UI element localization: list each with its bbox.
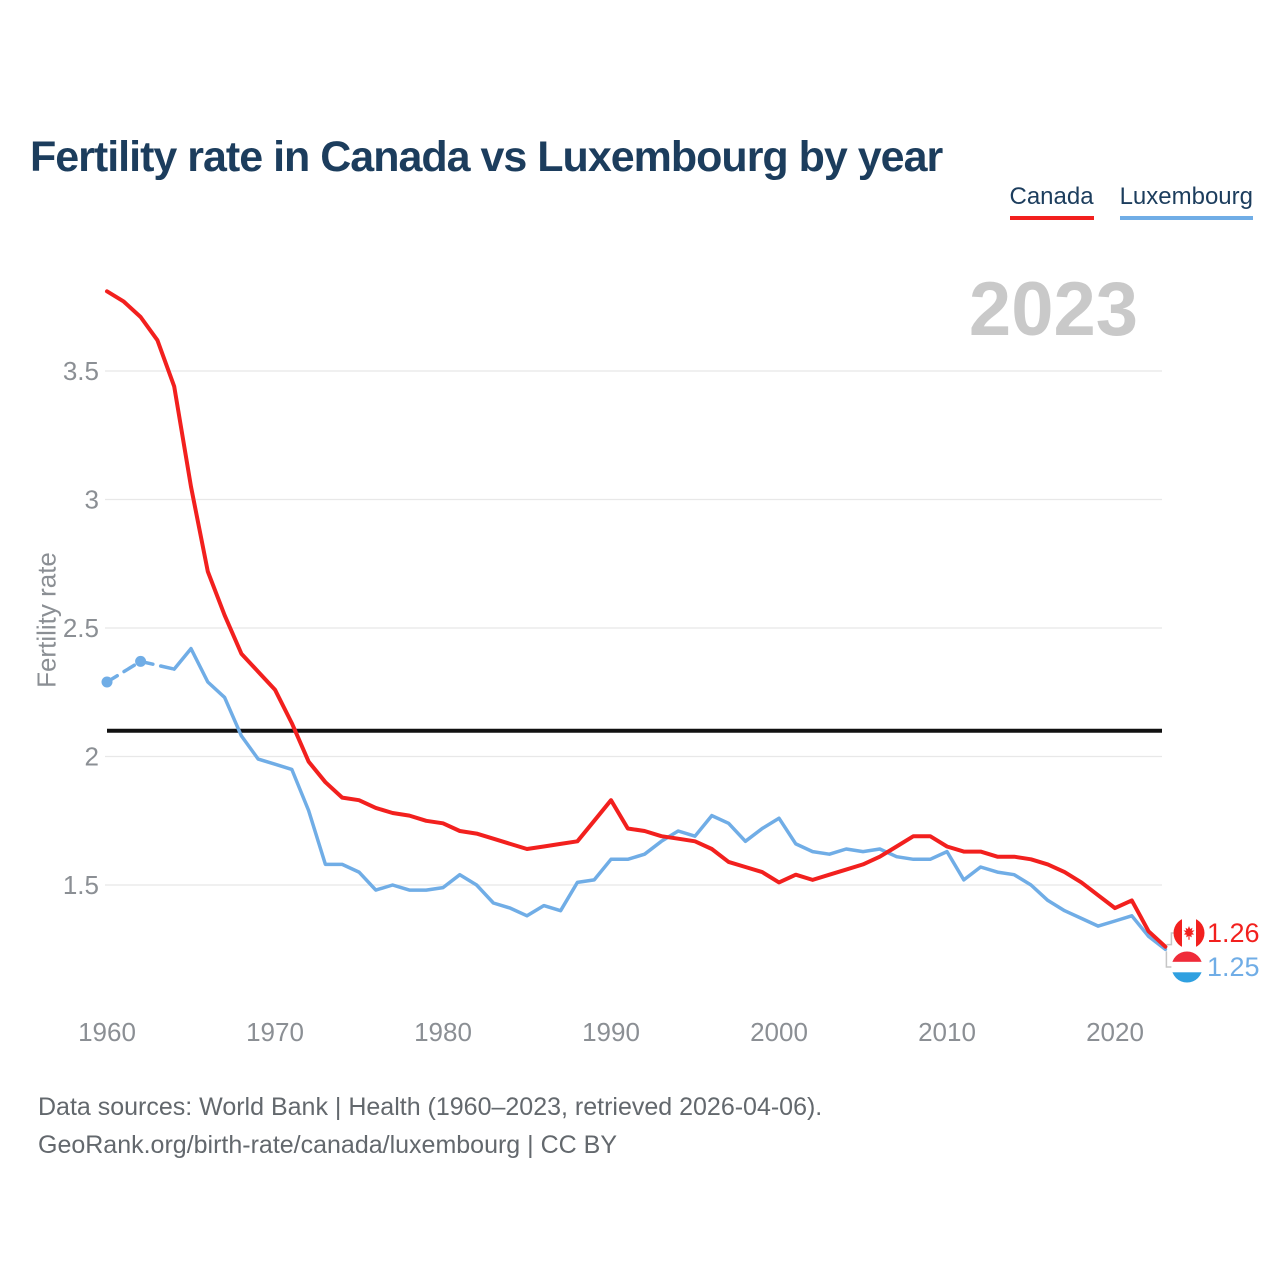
luxembourg-marker-1960[interactable]: [101, 676, 113, 688]
legend-item-canada[interactable]: Canada: [1009, 183, 1094, 220]
footer-sources-line: Data sources: World Bank | Health (1960–…: [38, 1093, 823, 1121]
canada-leader-line: [1166, 932, 1174, 946]
y-axis-title: Fertility rate: [31, 552, 62, 688]
year-watermark: 2023: [968, 267, 1138, 352]
luxembourg-line[interactable]: [172, 646, 1168, 952]
page-title: Fertility rate in Canada vs Luxembourg b…: [30, 132, 943, 181]
footer-attribution-line: GeoRank.org/birth-rate/canada/luxembourg…: [38, 1131, 618, 1159]
data-source-footer: Data sources: World Bank | Health (1960–…: [38, 1088, 822, 1164]
x-tick-label-1980: 1980: [414, 1017, 472, 1047]
canada-flag-icon: [1173, 917, 1205, 949]
y-tick-label-1.5: 1.5: [63, 870, 99, 900]
legend: Canada Luxembourg: [1009, 183, 1253, 220]
y-tick-label-3: 3: [85, 485, 99, 515]
luxembourg-marker-1962[interactable]: [135, 655, 147, 667]
luxembourg-end-value: 1.25: [1207, 952, 1260, 982]
maple-leaf-icon: [1183, 926, 1195, 940]
legend-item-luxembourg[interactable]: Luxembourg: [1119, 183, 1253, 220]
x-tick-label-1970: 1970: [246, 1017, 304, 1047]
luxembourg-leader-line: [1165, 951, 1172, 968]
luxembourg-flag-icon: [1171, 951, 1203, 983]
canada-line[interactable]: [105, 289, 1168, 949]
x-tick-label-2010: 2010: [918, 1017, 976, 1047]
y-tick-label-2.5: 2.5: [63, 613, 99, 643]
canada-end-value: 1.26: [1207, 918, 1260, 948]
x-tick-label-2000: 2000: [750, 1017, 808, 1047]
y-tick-label-2: 2: [85, 742, 99, 772]
x-tick-label-1960: 1960: [78, 1017, 136, 1047]
y-tick-label-3.5: 3.5: [63, 356, 99, 386]
x-tick-label-2020: 2020: [1086, 1017, 1144, 1047]
x-tick-label-1990: 1990: [582, 1017, 640, 1047]
